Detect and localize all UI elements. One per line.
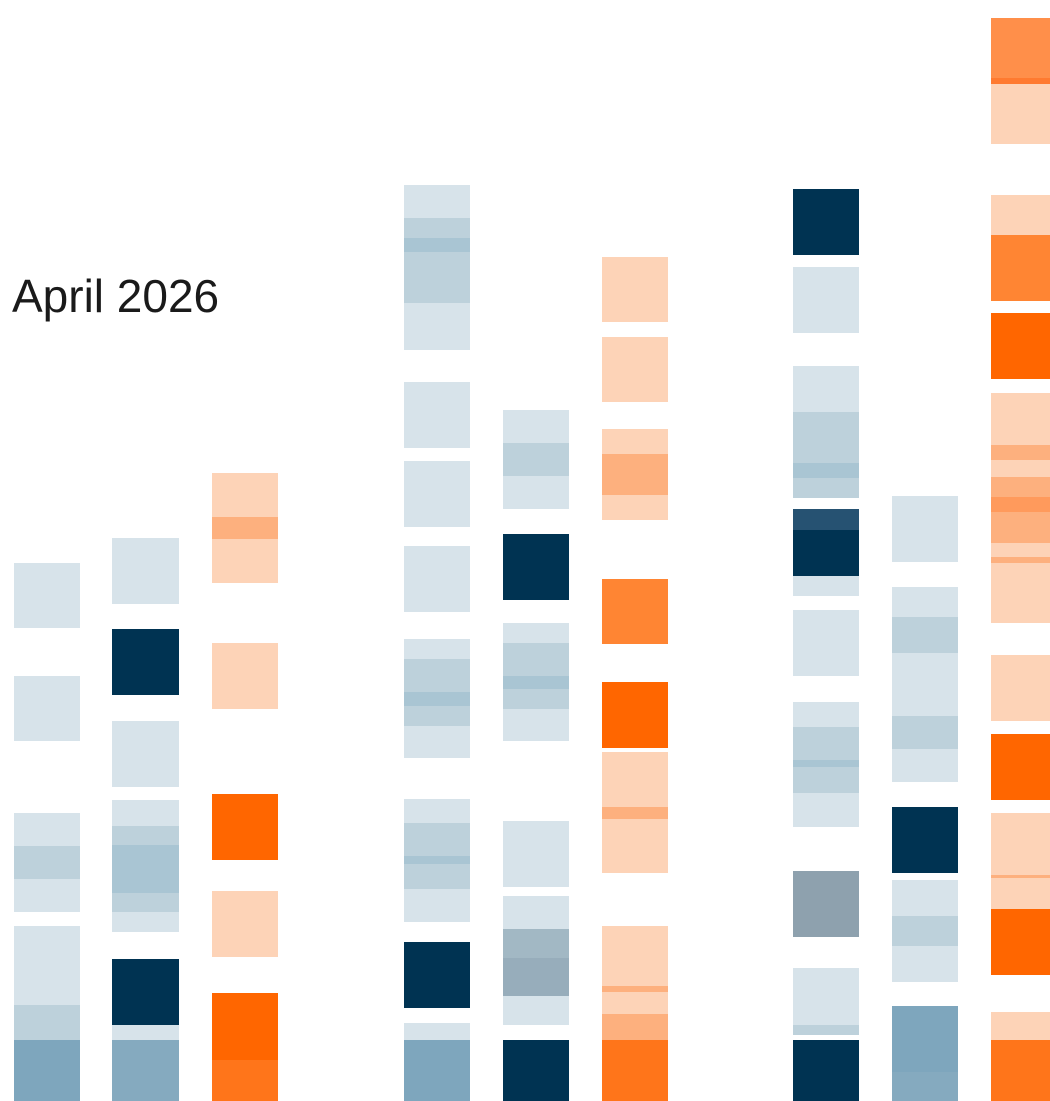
block: [503, 534, 569, 600]
block: [892, 716, 958, 749]
block: [112, 629, 179, 695]
block: [892, 1072, 958, 1101]
block: [112, 1040, 179, 1101]
block: [602, 579, 668, 644]
block: [503, 958, 569, 996]
block: [212, 794, 278, 860]
block: [112, 538, 179, 604]
block: [793, 189, 859, 255]
block: [793, 463, 859, 478]
block: [892, 916, 958, 946]
block: [14, 676, 80, 741]
block: [602, 807, 668, 819]
block: [793, 267, 859, 333]
block: [602, 1014, 668, 1040]
block: [991, 655, 1050, 721]
block: [602, 257, 668, 322]
block: [112, 1025, 179, 1040]
block: [14, 563, 80, 628]
block: [991, 512, 1050, 543]
block: [991, 1040, 1050, 1101]
block: [793, 760, 859, 767]
block: [14, 1040, 80, 1101]
block: [892, 807, 958, 873]
block: [991, 875, 1050, 878]
block: [404, 238, 470, 252]
month-title: April 2026: [12, 270, 219, 322]
block: [892, 587, 958, 782]
block: [793, 968, 859, 1035]
block: [404, 1040, 470, 1101]
block: [404, 692, 470, 706]
block: [793, 576, 859, 596]
block: [404, 1023, 470, 1040]
block: [793, 509, 859, 530]
block: [602, 1040, 668, 1101]
block: [602, 682, 668, 748]
block: [404, 461, 470, 527]
block: [991, 557, 1050, 563]
block: [602, 454, 668, 495]
block: [793, 610, 859, 676]
block: [404, 218, 470, 303]
block: [991, 445, 1050, 460]
block: [14, 846, 80, 879]
block: [503, 676, 569, 689]
block: [212, 643, 278, 709]
block-pattern: [14, 18, 1050, 1101]
block: [14, 1005, 80, 1040]
block: [991, 18, 1050, 84]
block: [991, 235, 1050, 301]
block: [503, 1040, 569, 1101]
block: [404, 382, 470, 448]
block: [991, 313, 1050, 379]
block: [991, 909, 1050, 975]
block: [112, 721, 179, 787]
block: [991, 497, 1050, 512]
block: [112, 959, 179, 1025]
block: [404, 546, 470, 612]
block: [991, 78, 1050, 84]
block: [503, 821, 569, 887]
block: [212, 891, 278, 957]
block: [212, 1060, 278, 1101]
block: [793, 530, 859, 576]
block: [991, 1012, 1050, 1040]
block: [212, 517, 278, 539]
block: [793, 412, 859, 498]
block: [793, 1025, 859, 1035]
block: [112, 845, 179, 893]
block: [793, 871, 859, 937]
block: [793, 1040, 859, 1101]
block: [503, 443, 569, 476]
block: [991, 477, 1050, 497]
block: [892, 617, 958, 653]
block: [404, 942, 470, 1008]
block: [892, 496, 958, 562]
block: [14, 926, 80, 1005]
block: [404, 856, 470, 864]
block: [602, 337, 668, 402]
block: [602, 986, 668, 992]
block: [991, 734, 1050, 800]
